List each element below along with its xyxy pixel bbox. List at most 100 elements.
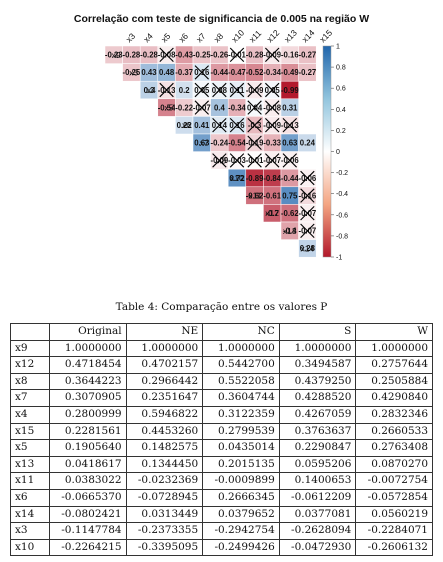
table-row: x3 -0.1147784 -0.2373355 -0.2942754 -0.26280… <box>10 522 433 540</box>
table-cell: 1.0000000 <box>355 339 433 358</box>
heatmap-cell: -0.49 <box>280 63 299 82</box>
heatmap-cell: 0.16 <box>192 63 211 82</box>
colorbar-tick-label: 0.8 <box>336 65 346 72</box>
cell-fill <box>298 239 317 258</box>
cell-value: 0.31 <box>282 103 298 112</box>
table-cell: -0.0232369 <box>125 472 204 490</box>
heatmap-cell: -0.3 <box>245 116 264 135</box>
table-cell: 0.3494587 <box>278 356 357 374</box>
heatmap-cell: 0.2 <box>175 80 194 100</box>
cell-value: 0.48 <box>159 68 175 77</box>
heatmap-cell: -0.25 <box>192 45 211 64</box>
cell-value: 0.4 <box>214 103 226 112</box>
heatmap-cell: -0.07 <box>298 221 317 240</box>
table-cell: -0.0009899 <box>202 472 280 490</box>
heatmap-cell: -0.09 <box>210 151 229 170</box>
heatmap-cell: 0.75 <box>280 186 299 205</box>
cell-value: -0.4 <box>283 227 297 236</box>
insignificant-cross <box>265 118 280 133</box>
heatmap-cell: -0.22 <box>175 98 194 117</box>
heatmap-cell: -0.06 <box>280 151 299 170</box>
cell-value: -0.54 <box>228 139 246 148</box>
insignificant-cross <box>247 135 262 150</box>
heatmap-cell: 0.04 <box>245 98 264 117</box>
table-cell: -0.2373355 <box>125 522 204 540</box>
column-label: x6 <box>177 31 191 45</box>
cell-value: 0.22 <box>177 121 193 130</box>
cell-value: 0.28 <box>300 244 316 253</box>
cell-value: -0.89 <box>246 174 264 183</box>
table-cell: 0.1344450 <box>125 455 204 474</box>
insignificant-cross <box>300 188 315 203</box>
table-cell: 0.3122359 <box>202 405 280 424</box>
table-cell: -0.0612209 <box>278 488 357 507</box>
colorbar-tick-label: 1 <box>336 44 340 51</box>
insignificant-cross <box>282 118 297 133</box>
insignificant-cross <box>229 82 245 98</box>
table-row: x10 -0.2264215 -0.3395095 -0.2499426 -0.0472… <box>10 538 433 557</box>
cell-value: -0.24 <box>211 139 229 148</box>
heatmap-cell: 0.48 <box>157 63 176 82</box>
insignificant-cross <box>159 47 174 62</box>
heatmap-cell: -0.44 <box>210 63 229 82</box>
cell-value: 0.3 <box>144 86 156 95</box>
cell-value: 0.63 <box>282 139 298 148</box>
table-cell: 0.0435014 <box>202 439 280 457</box>
insignificant-cross <box>229 47 245 62</box>
row-label: x5 <box>164 103 173 113</box>
column-label: x14 <box>300 27 317 44</box>
table-cell: x15 <box>10 422 50 441</box>
row-label: x3 <box>129 67 138 77</box>
insignificant-cross <box>212 118 227 133</box>
table-cell: x9 <box>10 339 50 358</box>
heatmap-cell: -0.03 <box>227 151 247 170</box>
table-cell: 0.0560219 <box>355 505 433 524</box>
cell-value: 0.63 <box>194 139 210 148</box>
heatmap-cell: -0.16 <box>280 45 299 64</box>
cell-value: 0.2 <box>179 86 191 95</box>
column-header: W <box>355 323 433 341</box>
cell-value: -0.28 <box>246 51 264 60</box>
cell-value: -0.52 <box>246 68 264 77</box>
heatmap-cell: -0.34 <box>263 63 282 82</box>
table-cell: -0.1147784 <box>49 522 127 540</box>
row-label: x7 <box>200 138 209 148</box>
table-cell: 0.5946822 <box>125 405 204 424</box>
table-cell: 1.0000000 <box>202 339 280 358</box>
table-row: x5 0.1905640 0.1482575 0.0435014 0.2290847 0.… <box>10 439 433 457</box>
cell-value: -0.23 <box>105 51 123 60</box>
heatmap-cell: 0.14 <box>210 116 229 135</box>
heatmap-cell: -0.01 <box>227 45 247 64</box>
insignificant-cross <box>229 118 245 133</box>
table-cell: x4 <box>10 405 50 424</box>
insignificant-cross <box>159 82 174 98</box>
heatmap-cell: -0.07 <box>192 98 211 117</box>
column-label: x8 <box>212 31 226 45</box>
table-cell: 0.4267059 <box>278 405 357 424</box>
table-cell: 0.2660533 <box>355 422 433 441</box>
heatmap-cell: -0.13 <box>157 80 176 100</box>
heatmap-cell: 0.24 <box>298 133 317 152</box>
table-cell: x5 <box>10 439 50 457</box>
cell-value: -0.54 <box>158 103 176 112</box>
table-cell: 0.4718454 <box>49 356 127 374</box>
table-cell: 0.4288520 <box>278 389 357 407</box>
insignificant-cross <box>229 153 245 168</box>
table-cell: 0.4290840 <box>355 389 433 407</box>
heatmap-cell: -0.54 <box>227 133 247 152</box>
cell-value: -0.22 <box>175 103 193 112</box>
heatmap-cell: -0.28 <box>122 45 141 64</box>
cell-fill <box>298 63 317 82</box>
cell-value: 0.75 <box>282 191 298 200</box>
heatmap-cell: -0.27 <box>298 63 317 82</box>
heatmap-cell: -0.44 <box>280 168 299 188</box>
table-body: x9 1.0000000 1.0000000 1.0000000 1.0000000 1.… <box>10 339 433 557</box>
insignificant-cross <box>282 153 297 168</box>
table-cell: x6 <box>10 488 50 507</box>
table-cell: -0.0072754 <box>355 472 433 490</box>
row-label: x8 <box>217 155 226 165</box>
table-cell: 0.2799539 <box>202 422 280 441</box>
colorbar-ticks: 1 0.8 0.6 0.4 0.2 0 -0.2 -0.4 -0.6 -0.8 -1 <box>331 44 348 262</box>
table-cell: 0.0383022 <box>49 472 127 490</box>
heatmap-cell: -0.19 <box>245 133 264 152</box>
